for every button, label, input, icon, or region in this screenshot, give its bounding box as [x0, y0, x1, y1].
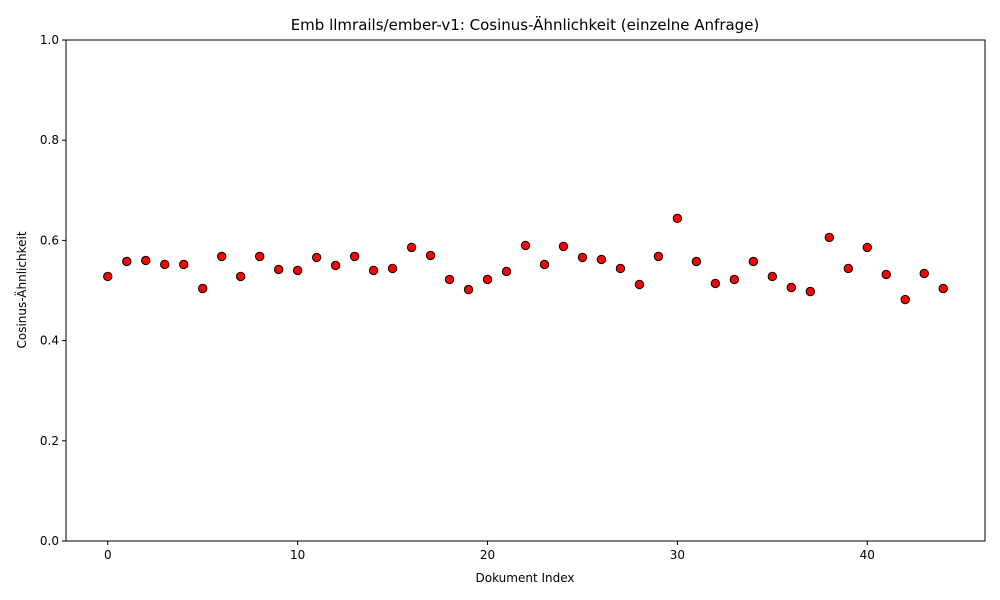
- data-point: [387, 263, 398, 274]
- data-point: [615, 263, 626, 274]
- data-point: [767, 271, 778, 282]
- y-axis-label: Cosinus-Ähnlichkeit: [14, 231, 29, 348]
- data-point: [938, 283, 948, 294]
- plot-frame: [65, 39, 986, 542]
- data-point: [843, 263, 853, 274]
- data-point: [235, 271, 246, 282]
- y-axis-ticks: 0.0 0.2 0.4 0.6 0.8 1.0: [40, 33, 66, 548]
- y-tick-label: 0.0: [40, 534, 59, 548]
- x-tick-label: 30: [670, 548, 685, 562]
- data-point: [179, 259, 189, 270]
- data-point: [881, 269, 891, 280]
- data-point: [501, 266, 512, 277]
- data-point: [141, 255, 151, 266]
- data-point: [198, 283, 208, 294]
- data-point: [330, 260, 341, 271]
- data-point: [691, 256, 702, 267]
- x-tick-label: 20: [480, 548, 495, 562]
- data-point: [900, 294, 910, 305]
- data-point: [368, 265, 379, 276]
- x-tick-label: 0: [104, 548, 112, 562]
- data-point: [577, 252, 588, 263]
- data-point: [824, 232, 835, 243]
- data-point: [463, 284, 474, 295]
- data-point: [786, 282, 797, 293]
- data-point: [672, 213, 683, 224]
- data-point: [520, 240, 531, 251]
- chart-title: Emb llmrails/ember-v1: Cosinus-Ähnlichke…: [291, 15, 760, 34]
- data-point: [482, 274, 493, 285]
- y-tick-label: 0.8: [40, 133, 59, 147]
- data-point: [919, 268, 929, 279]
- x-axis-ticks: 0 10 20 30 40: [104, 541, 875, 562]
- y-tick-label: 0.2: [40, 434, 59, 448]
- data-point: [216, 251, 227, 262]
- y-tick-label: 1.0: [40, 33, 59, 47]
- data-point: [311, 252, 322, 263]
- data-point: [425, 250, 436, 261]
- data-point: [406, 242, 417, 253]
- data-point: [596, 254, 607, 265]
- data-point: [122, 256, 132, 267]
- x-axis-label: Dokument Index: [476, 571, 575, 585]
- data-point: [160, 259, 170, 270]
- data-point: [805, 286, 816, 297]
- data-point: [748, 256, 759, 267]
- data-point: [710, 278, 721, 289]
- y-tick-label: 0.4: [40, 334, 59, 348]
- data-point: [103, 271, 113, 282]
- x-tick-label: 10: [290, 548, 305, 562]
- data-point: [273, 264, 284, 275]
- data-point: [634, 279, 645, 290]
- data-point: [729, 274, 740, 285]
- data-point: [539, 259, 550, 270]
- y-tick-label: 0.6: [40, 233, 59, 247]
- data-points: [103, 213, 948, 305]
- data-point: [349, 251, 360, 262]
- data-point: [292, 265, 303, 276]
- data-point: [653, 251, 664, 262]
- data-point: [444, 274, 455, 285]
- data-point: [558, 241, 569, 252]
- x-tick-label: 40: [860, 548, 875, 562]
- data-point: [254, 251, 265, 262]
- data-point: [862, 242, 872, 253]
